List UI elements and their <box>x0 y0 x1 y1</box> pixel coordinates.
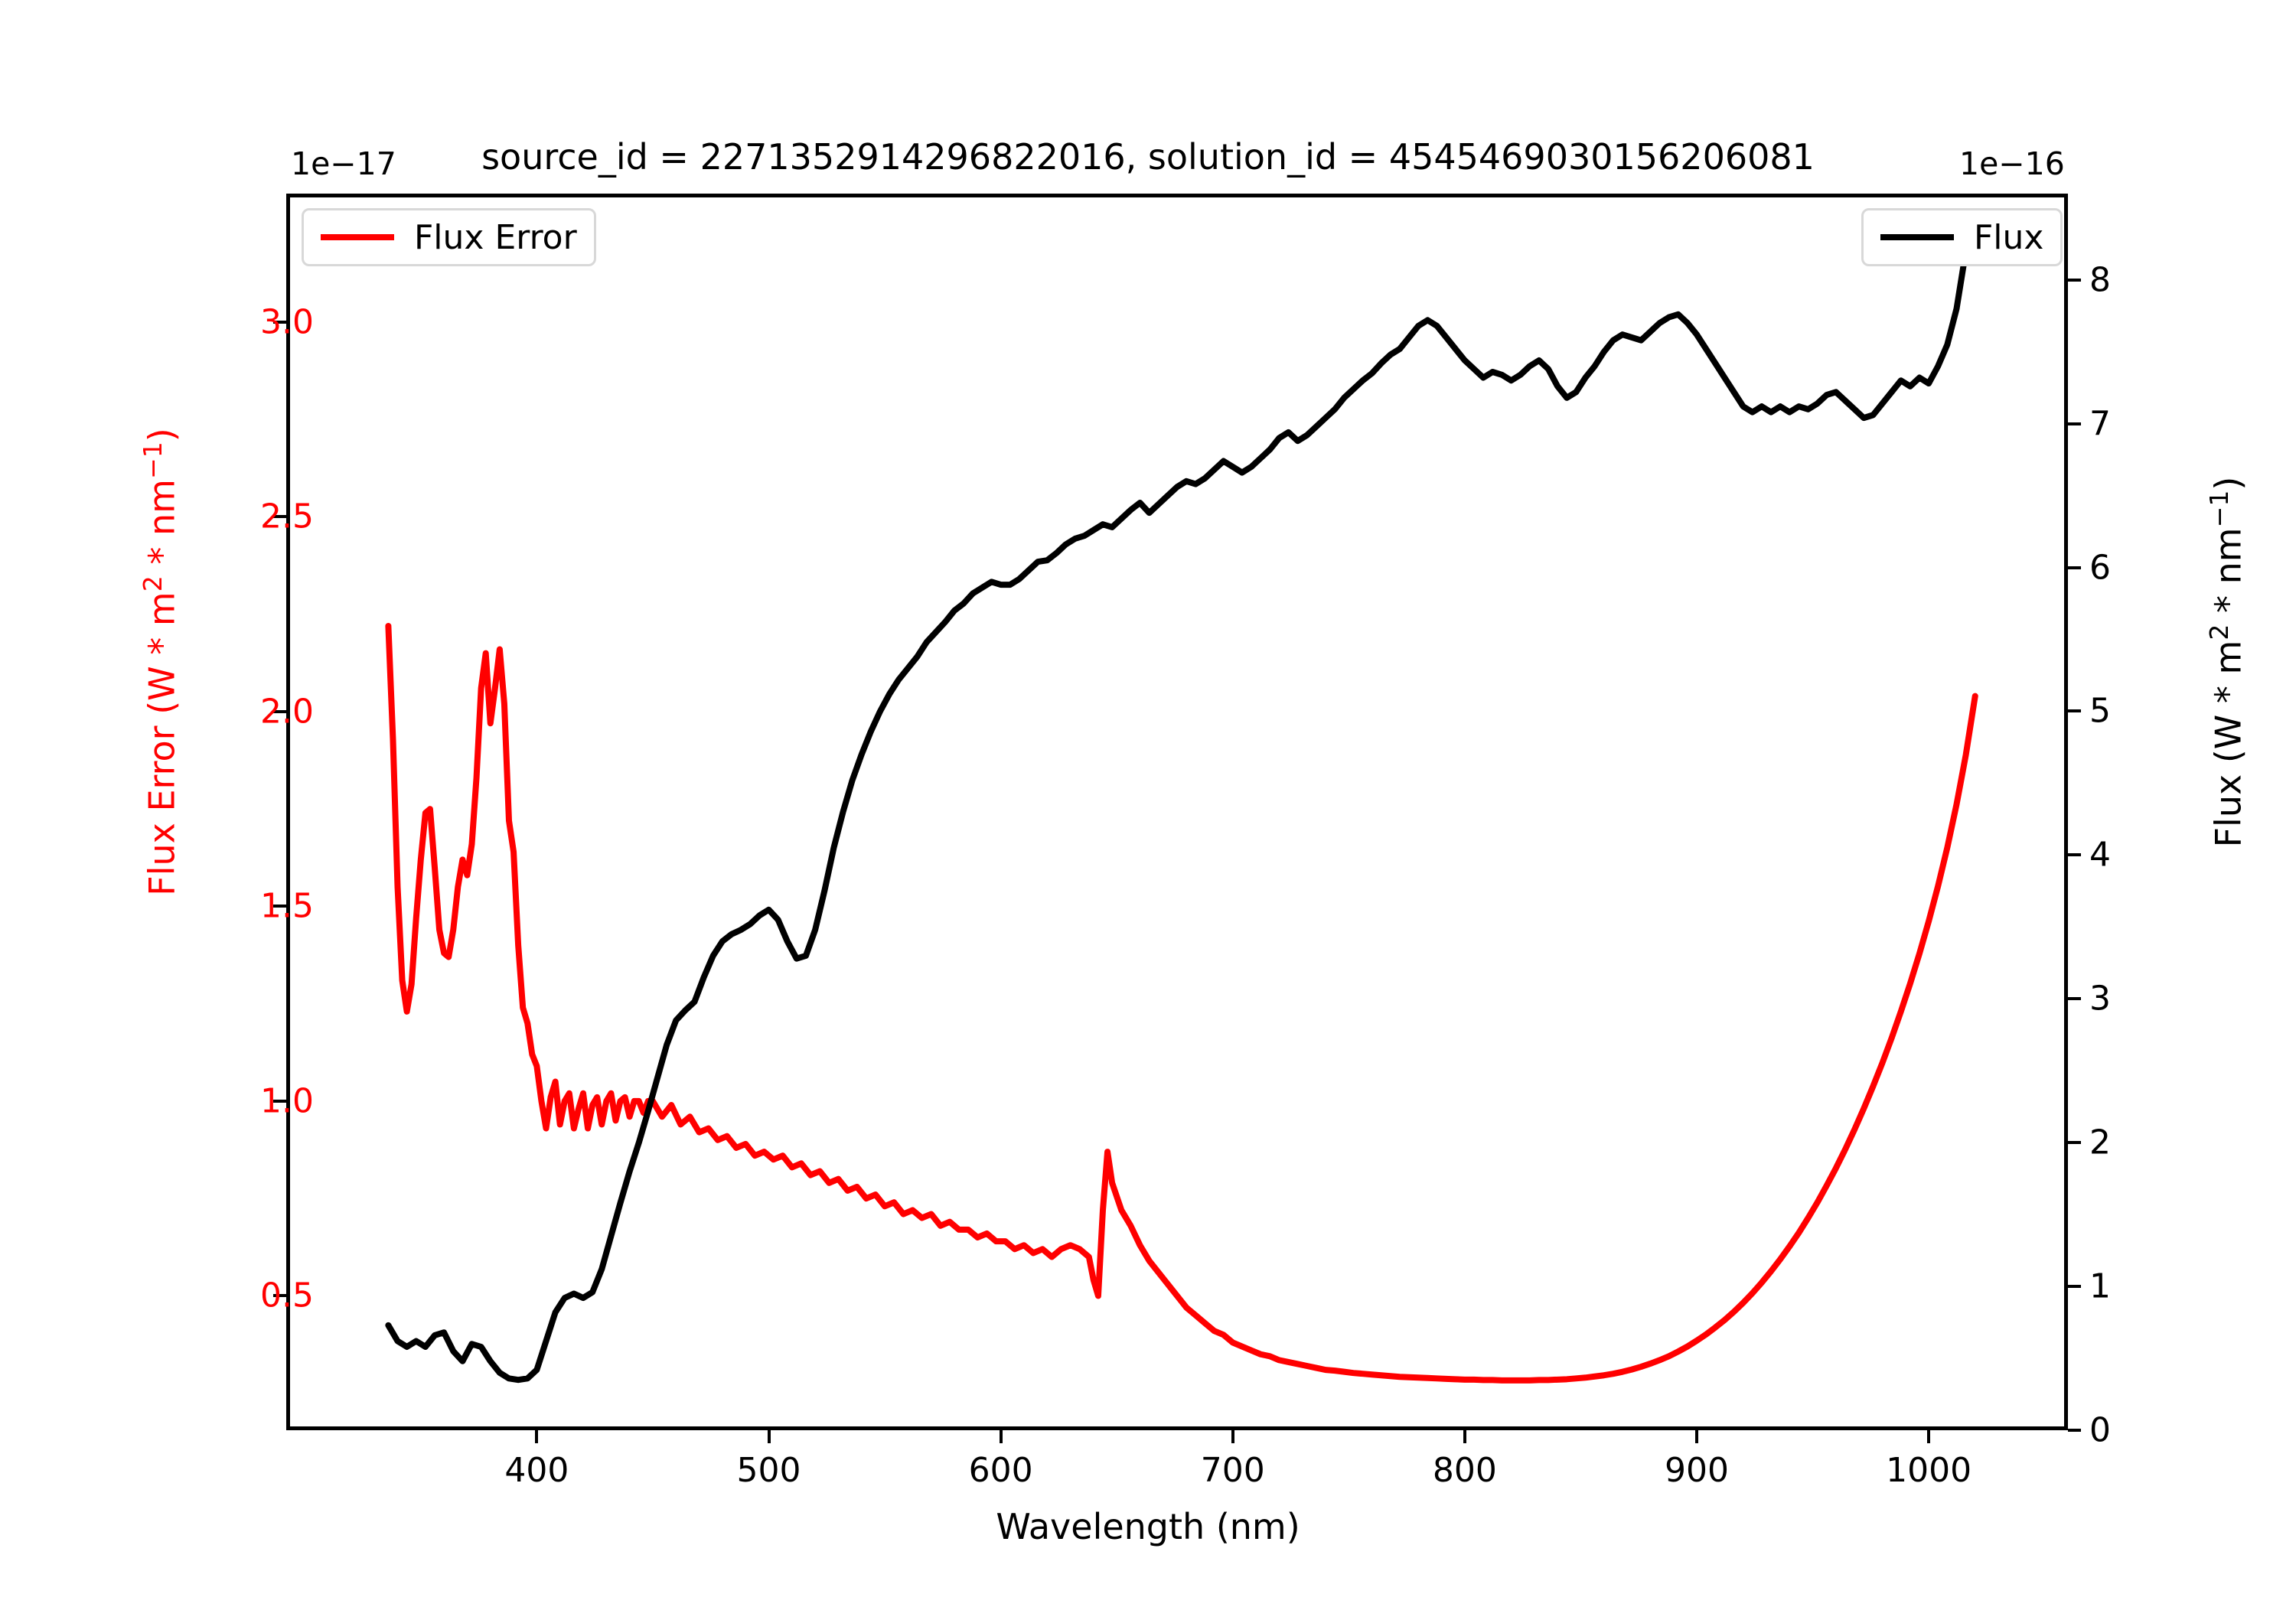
left-y-tick-mark <box>273 905 286 908</box>
left-y-axis-label-prefix: Flux Error (W * m <box>141 592 183 896</box>
right-y-tick-mark <box>2068 709 2081 713</box>
plot-frame <box>286 194 2068 1430</box>
right-y-tick-label: 1 <box>2089 1266 2111 1306</box>
legend-flux[interactable]: Flux <box>1861 208 2063 266</box>
right-y-axis-label: Flux (W * m2 * nm−1) <box>2204 50 2249 1274</box>
left-y-axis-label: Flux Error (W * m2 * nm−1) <box>138 50 182 1274</box>
left-axis-offset-label: 1e−17 <box>291 145 396 182</box>
legend-line-icon-flux <box>1880 234 1954 240</box>
x-tick-label: 700 <box>1200 1451 1265 1490</box>
right-y-tick-mark <box>2068 278 2081 282</box>
x-tick-mark <box>767 1430 771 1443</box>
left-y-tick-mark <box>273 320 286 324</box>
legend-label-flux-error: Flux Error <box>414 217 577 257</box>
right-y-axis-label-prefix: Flux (W * m <box>2207 640 2249 848</box>
x-tick-mark <box>1927 1430 1931 1443</box>
left-y-axis-label-mid: * nm <box>141 479 183 576</box>
x-tick-mark <box>1695 1430 1698 1443</box>
right-y-tick-label: 0 <box>2089 1410 2111 1450</box>
right-y-tick-label: 3 <box>2089 979 2111 1019</box>
x-tick-label: 800 <box>1432 1451 1497 1490</box>
legend-flux-error[interactable]: Flux Error <box>302 208 596 266</box>
right-y-tick-label: 4 <box>2089 835 2111 875</box>
right-y-tick-label: 7 <box>2089 404 2111 444</box>
right-y-axis-label-mid: * nm <box>2207 527 2249 624</box>
left-y-tick-mark <box>273 515 286 519</box>
right-y-tick-label: 8 <box>2089 260 2111 300</box>
left-y-axis-label-sup1: 2 <box>138 575 168 592</box>
series-line-flux <box>385 248 1969 1384</box>
right-y-axis-label-suffix: ) <box>2207 476 2249 491</box>
legend-line-icon-flux-error <box>321 234 394 240</box>
x-tick-label: 900 <box>1665 1451 1729 1490</box>
x-axis-label: Wavelength (nm) <box>996 1506 1300 1547</box>
x-tick-mark <box>999 1430 1003 1443</box>
right-y-tick-label: 5 <box>2089 691 2111 731</box>
x-tick-label: 400 <box>504 1451 569 1490</box>
x-tick-mark <box>1463 1430 1466 1443</box>
right-y-tick-mark <box>2068 997 2081 1001</box>
left-y-tick-mark <box>273 1294 286 1298</box>
chart-plot-svg <box>385 248 1978 1384</box>
right-y-tick-label: 6 <box>2089 548 2111 588</box>
legend-label-flux: Flux <box>1974 217 2044 257</box>
x-tick-mark <box>1231 1430 1234 1443</box>
right-y-tick-mark <box>2068 1429 2081 1432</box>
right-y-axis-label-sup1: 2 <box>2204 624 2234 641</box>
series-line-flux-error <box>385 622 1978 1384</box>
x-tick-label: 1000 <box>1886 1451 1972 1490</box>
x-tick-label: 500 <box>736 1451 801 1490</box>
right-y-axis-label-sup2: −1 <box>2204 490 2234 528</box>
left-y-tick-mark <box>273 1099 286 1103</box>
left-y-tick-mark <box>273 709 286 713</box>
right-y-tick-mark <box>2068 422 2081 425</box>
left-y-axis-label-sup2: −1 <box>138 442 168 479</box>
x-tick-label: 600 <box>968 1451 1033 1490</box>
left-y-axis-label-suffix: ) <box>141 428 183 442</box>
right-y-tick-mark <box>2068 1285 2081 1289</box>
x-tick-mark <box>535 1430 539 1443</box>
right-y-tick-mark <box>2068 853 2081 857</box>
page-title: source_id = 2271352914296822016, solutio… <box>481 136 1815 178</box>
right-axis-offset-label: 1e−16 <box>1959 145 2065 182</box>
right-y-tick-mark <box>2068 566 2081 569</box>
right-y-tick-label: 2 <box>2089 1123 2111 1162</box>
right-y-tick-mark <box>2068 1141 2081 1145</box>
